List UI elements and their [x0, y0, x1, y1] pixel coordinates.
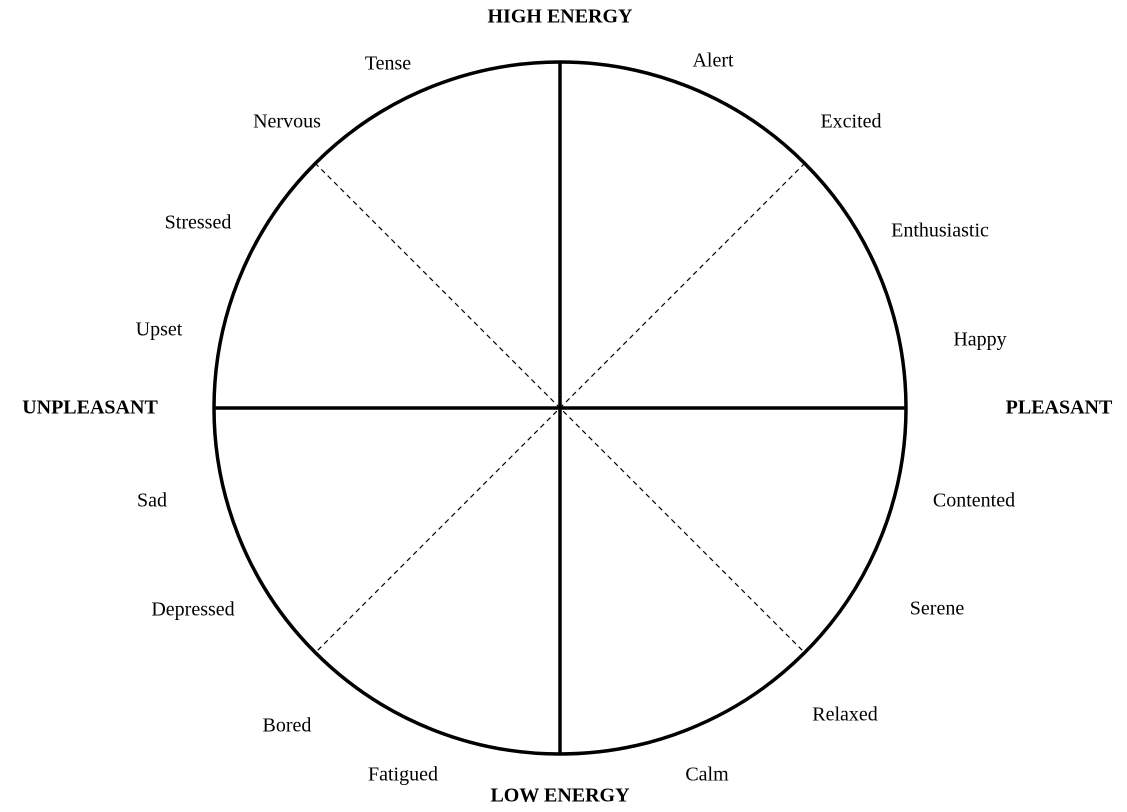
- emotion-label: Sad: [137, 490, 167, 512]
- emotion-label: Depressed: [151, 599, 234, 621]
- axis-label: HIGH ENERGY: [487, 6, 633, 28]
- emotion-label: Tense: [365, 53, 411, 75]
- emotion-label: Nervous: [253, 111, 321, 133]
- emotion-label: Relaxed: [812, 704, 878, 726]
- emotion-label: Fatigued: [368, 764, 438, 786]
- emotion-label: Enthusiastic: [891, 220, 989, 242]
- emotion-label: Bored: [263, 715, 312, 737]
- axis-label: UNPLEASANT: [22, 397, 158, 419]
- emotion-label: Happy: [953, 329, 1006, 351]
- diagonal-line: [314, 162, 806, 654]
- emotion-label: Excited: [820, 111, 881, 133]
- emotion-label: Stressed: [165, 212, 232, 234]
- axis-label: LOW ENERGY: [490, 785, 630, 807]
- emotion-label: Contented: [933, 490, 1015, 512]
- axis-label: PLEASANT: [1006, 397, 1113, 419]
- emotion-label: Alert: [692, 50, 734, 72]
- emotion-label: Calm: [685, 764, 729, 786]
- emotion-label: Upset: [136, 319, 183, 341]
- emotion-label: Serene: [910, 598, 965, 620]
